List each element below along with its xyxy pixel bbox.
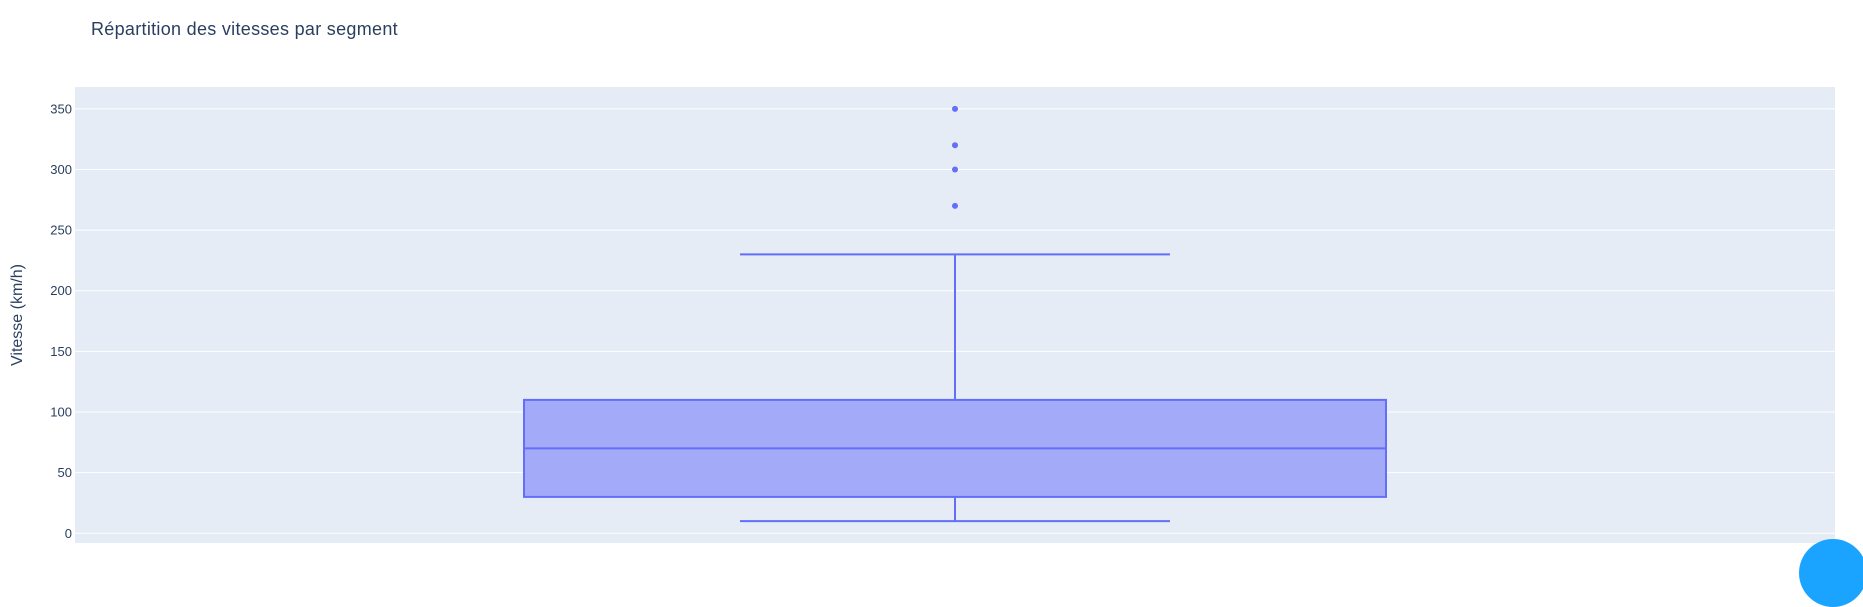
y-tick-label: 350 (50, 101, 72, 116)
y-axis-ticks: 0 50 100 150 200 250 300 350 (50, 101, 72, 540)
y-tick-label: 0 (65, 526, 72, 541)
y-axis-label: Vitesse (km/h) (9, 264, 26, 366)
y-tick-label: 50 (58, 465, 72, 480)
outlier-point (952, 166, 958, 173)
box-group (523, 105, 1387, 523)
chart-title: Répartition des vitesses par segment (91, 19, 398, 39)
y-tick-label: 300 (50, 162, 72, 177)
y-tick-label: 100 (50, 405, 72, 420)
y-tick-label: 250 (50, 223, 72, 238)
y-tick-label: 200 (50, 283, 72, 298)
circle-button-icon[interactable] (1799, 539, 1863, 607)
outlier-point (952, 105, 958, 112)
outlier-point (952, 142, 958, 149)
outlier-point (952, 202, 958, 209)
box-plot: 0 50 100 150 200 250 300 350 Vitesse (km/h) (9, 87, 1835, 543)
y-tick-label: 150 (50, 344, 72, 359)
